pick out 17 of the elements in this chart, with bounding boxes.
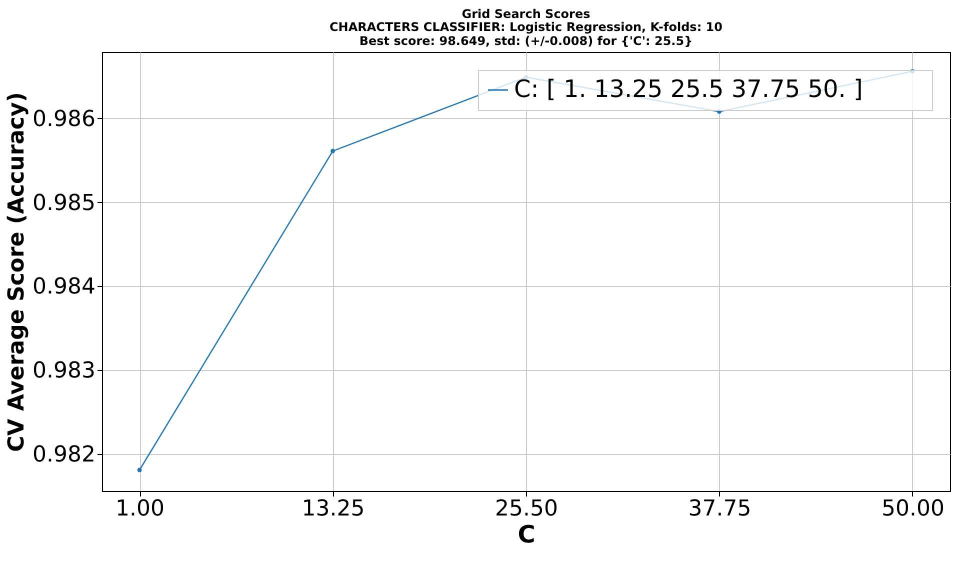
y-tick-label: 0.984 (32, 274, 96, 300)
x-tick-label: 1.00 (116, 496, 165, 522)
y-tick-label: 0.986 (32, 106, 96, 132)
x-tick-label: 25.50 (495, 496, 558, 522)
chart-subtitle: CHARACTERS CLASSIFIER: Logistic Regression, K-folds: 10 Best score: 98.649, std: (+/-0.008) for {'C': 25.5} (330, 20, 722, 48)
x-axis-title: C (518, 520, 536, 548)
point (330, 148, 336, 154)
y-tick-label: 0.985 (32, 190, 96, 216)
y-tick-label: 0.982 (32, 442, 96, 468)
chart-title: Grid Search Scores (462, 7, 590, 21)
y-axis-title: CV Average Score (Accuracy) (4, 92, 30, 452)
legend-label: C: [ 1. 13.25 25.5 37.75 50. ] (514, 75, 863, 103)
x-tick-label: 50.00 (881, 496, 944, 522)
x-tick-label: 13.25 (302, 496, 365, 522)
x-tick-label: 37.75 (688, 496, 752, 522)
point (137, 468, 142, 472)
y-tick-label: 0.983 (32, 358, 96, 384)
